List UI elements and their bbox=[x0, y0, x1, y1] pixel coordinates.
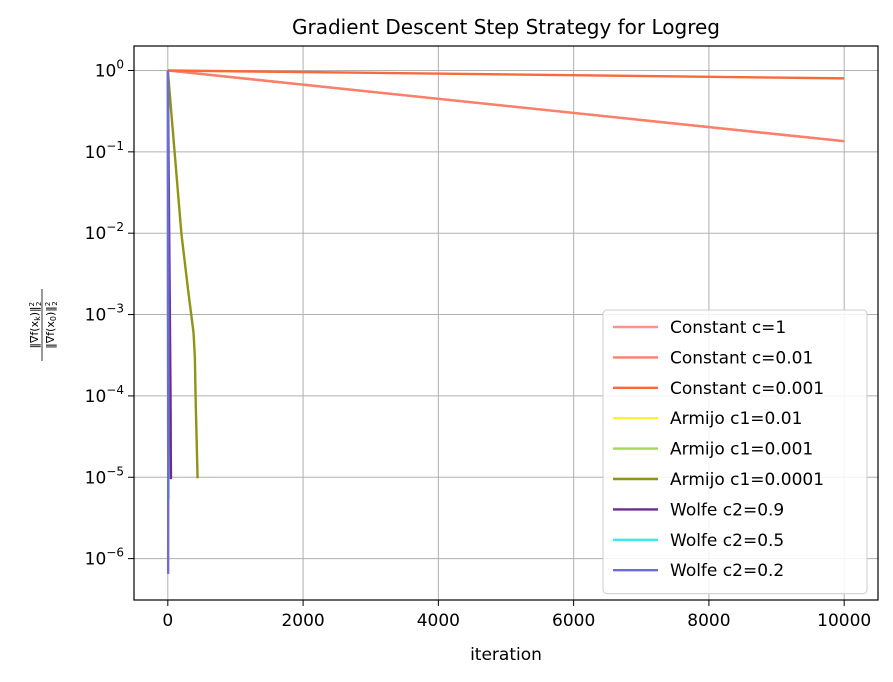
legend-label-2: Constant c=0.001 bbox=[670, 379, 824, 399]
y-axis-label-numerator: ‖∇f(xk)‖22 bbox=[28, 302, 43, 349]
legend-label-1: Constant c=0.01 bbox=[670, 348, 813, 368]
x-tick-label: 2000 bbox=[281, 611, 324, 631]
x-tick-label: 10000 bbox=[817, 611, 871, 631]
legend-label-7: Wolfe c2=0.5 bbox=[670, 531, 784, 551]
x-axis-label: iteration bbox=[470, 645, 542, 665]
legend-label-4: Armijo c1=0.001 bbox=[670, 440, 813, 460]
legend-label-0: Constant c=1 bbox=[670, 318, 786, 338]
y-axis-label-denominator: ‖∇f(x0)‖22 bbox=[44, 301, 59, 348]
legend: Constant c=1 Constant c=0.01 Constant c=0.… bbox=[603, 310, 867, 594]
legend-label-6: Wolfe c2=0.9 bbox=[670, 500, 784, 520]
x-tick-label: 8000 bbox=[687, 611, 730, 631]
legend-label-3: Armijo c1=0.01 bbox=[670, 409, 802, 429]
x-tick-label: 0 bbox=[162, 611, 173, 631]
chart-title: Gradient Descent Step Strategy for Logre… bbox=[292, 15, 720, 39]
x-tick-label: 6000 bbox=[552, 611, 595, 631]
legend-label-8: Wolfe c2=0.2 bbox=[670, 561, 784, 581]
legend-label-5: Armijo c1=0.0001 bbox=[670, 470, 824, 490]
x-tick-label: 4000 bbox=[417, 611, 460, 631]
